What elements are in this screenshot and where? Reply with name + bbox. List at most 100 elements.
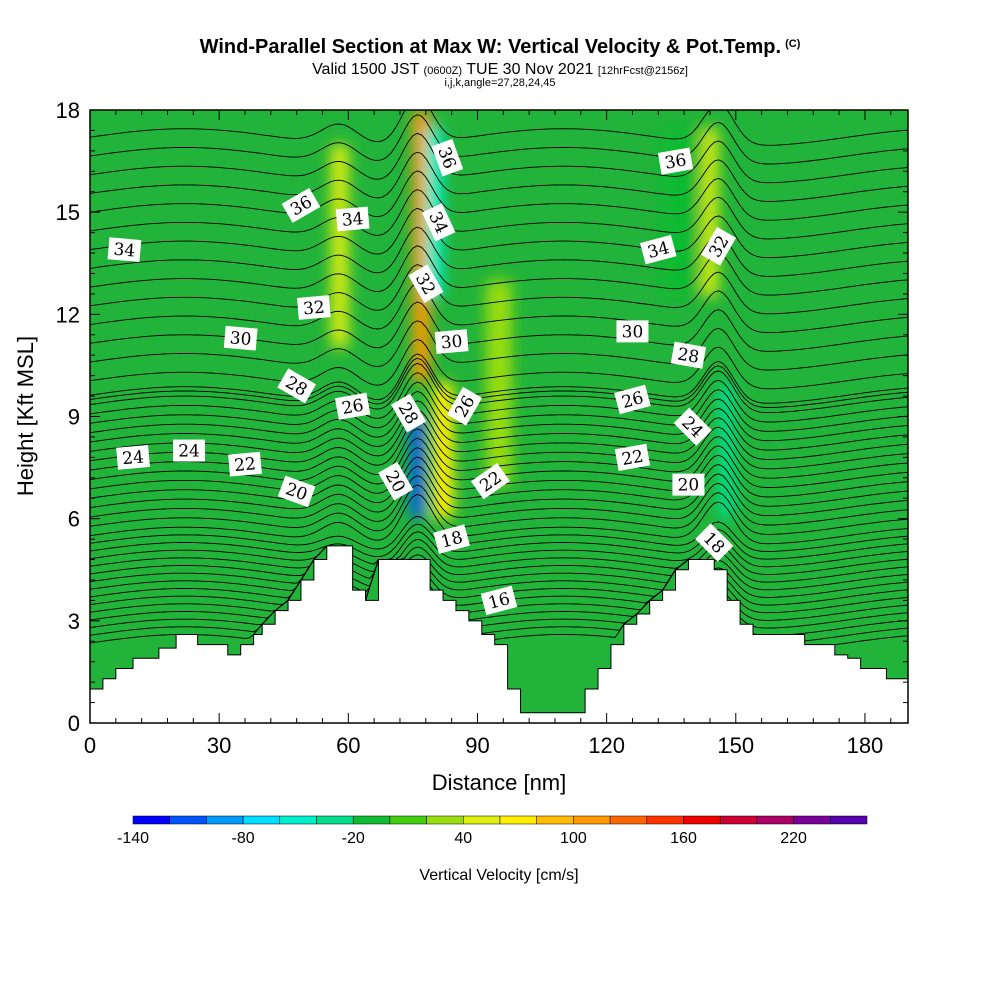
contour-label-box <box>223 325 258 351</box>
contour-label-box <box>296 295 331 320</box>
theta-contour-line <box>90 226 908 277</box>
colorbar-swatch <box>242 815 281 825</box>
y-tick-label: 3 <box>68 609 80 634</box>
contour-label: 20 <box>277 475 316 508</box>
contour-label-box <box>421 203 456 242</box>
contour-label-box <box>408 264 444 304</box>
contour-label-text: 34 <box>113 240 136 262</box>
contour-label-text: 24 <box>121 447 144 469</box>
theta-contour-line <box>90 484 908 535</box>
velocity-patch-updraft-left <box>331 144 349 349</box>
x-tick-label: 60 <box>336 733 360 758</box>
theta-contour-line <box>90 357 908 408</box>
contour-label-box <box>639 234 677 265</box>
contour-label: 26 <box>334 392 371 420</box>
contour-label-box <box>391 393 427 433</box>
theta-contour-line <box>90 493 908 545</box>
theta-contour-line <box>90 515 908 552</box>
chart-title: Wind-Parallel Section at Max W: Vertical… <box>0 36 1000 59</box>
contour-label-text: 30 <box>229 328 252 350</box>
contour-label: 34 <box>335 206 370 232</box>
colorbar-swatch <box>756 815 794 825</box>
theta-contour-line <box>90 400 908 451</box>
x-tick-label: 120 <box>588 733 625 758</box>
theta-contour-line <box>90 189 908 240</box>
contour-label-text: 20 <box>678 476 700 496</box>
y-axis-label: Height [Kft MSL] <box>13 336 38 496</box>
contour-label-box <box>277 368 317 404</box>
contour-label-text: 22 <box>620 447 645 470</box>
contour-label-box <box>480 585 518 616</box>
contour-label: 20 <box>672 473 705 496</box>
x-tick-label: 0 <box>84 733 96 758</box>
theta-contour-line <box>90 245 908 296</box>
valid-utc: (0600Z) <box>423 65 463 77</box>
y-tick-label: 15 <box>56 200 80 225</box>
colorbar-swatch <box>426 815 464 825</box>
colorbar-tick-label: 100 <box>560 830 587 847</box>
theta-contour-line <box>90 475 908 526</box>
colorbar-swatch <box>646 815 684 825</box>
contour-label-box <box>433 524 470 554</box>
velocity-patch-updraft-right <box>702 127 718 298</box>
theta-contour-line <box>90 545 908 598</box>
colorbar-swatch <box>793 815 831 825</box>
contour-label-text: 30 <box>622 322 644 342</box>
y-tick-label: 0 <box>68 711 80 736</box>
contour-label-box <box>431 138 464 177</box>
theta-contour-line <box>90 114 908 165</box>
theta-contour-line <box>90 523 908 560</box>
terrain <box>89 545 909 724</box>
contour-label: 36 <box>657 147 694 175</box>
contour-label-box <box>116 445 150 470</box>
colorbar-swatch <box>316 815 354 825</box>
contour-label-text: 28 <box>676 344 701 367</box>
forecast-info: [12hrFcst@2156z] <box>597 65 688 77</box>
colorbar: -140 -80 -20 40 100 160 220 <box>117 815 868 847</box>
valid-date: TUE 30 Nov 2021 <box>466 61 594 78</box>
velocity-patch-updraft-lower <box>432 382 454 519</box>
velocity-patch-downdraft-right <box>718 382 736 519</box>
contour-label-box <box>672 473 705 496</box>
colorbar-swatch <box>169 815 207 825</box>
contour-label-box <box>616 320 649 343</box>
theta-contour-line <box>90 151 908 202</box>
contour-label-text: 24 <box>178 442 200 462</box>
colorbar-swatch <box>206 815 244 825</box>
theta-contour-line <box>90 381 908 432</box>
x-tick-label: 150 <box>717 733 754 758</box>
contour-label-box <box>334 392 371 420</box>
contour-label-text: 32 <box>302 298 325 320</box>
contour-label: 28 <box>670 341 707 369</box>
y-tick-label: 18 <box>56 98 80 123</box>
theta-contour-line <box>90 465 908 517</box>
valid-prefix: Valid 1500 JST <box>312 61 420 78</box>
contour-label: 22 <box>228 451 262 477</box>
theta-contour-line <box>90 545 908 583</box>
theta-contour-line <box>90 545 908 629</box>
theta-contour-line <box>90 362 908 414</box>
theta-contour-line <box>90 409 908 460</box>
theta-contour-line <box>90 390 908 442</box>
contour-label-text: 22 <box>233 454 256 476</box>
y-tick-label: 12 <box>56 302 80 327</box>
contour-label-box <box>701 226 737 266</box>
theta-contour-line <box>90 110 908 146</box>
contour-label-text: 30 <box>440 332 463 354</box>
theta-contour-line <box>90 339 908 390</box>
contour-label-box <box>434 329 469 354</box>
colorbar-tick-label: -80 <box>232 830 255 847</box>
colorbar-tick-label: -140 <box>117 830 149 847</box>
contour-label: 24 <box>173 439 206 462</box>
theta-contour-line <box>90 264 908 315</box>
contour-label-box <box>673 407 712 446</box>
copyright-mark: (C) <box>785 38 801 50</box>
x-tick-label: 180 <box>847 733 884 758</box>
x-axis: 0 30 60 90 120 150 180 <box>84 110 892 758</box>
colorbar-swatch <box>719 815 758 825</box>
chart-subtitle: Valid 1500 JST (0600Z) TUE 30 Nov 2021 [… <box>0 61 1000 79</box>
contour-label-box <box>107 237 142 262</box>
